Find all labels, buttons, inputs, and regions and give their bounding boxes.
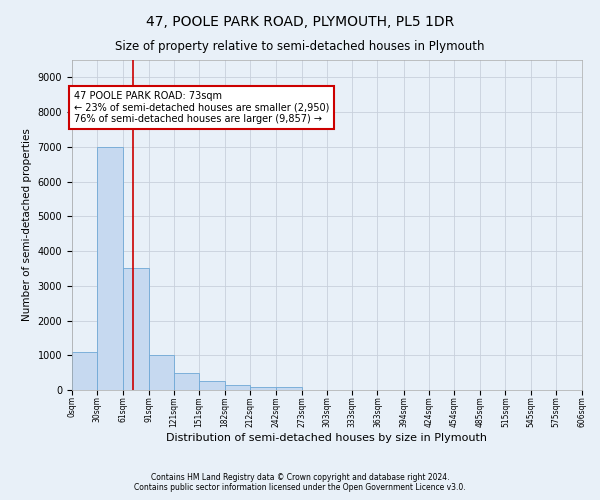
Text: Contains HM Land Registry data © Crown copyright and database right 2024.
Contai: Contains HM Land Registry data © Crown c… [134,473,466,492]
Bar [174,372,199,390]
Bar [250,386,275,390]
Text: 47 POOLE PARK ROAD: 73sqm
← 23% of semi-detached houses are smaller (2,950)
76% : 47 POOLE PARK ROAD: 73sqm ← 23% of semi-… [74,92,329,124]
Bar [124,268,149,390]
Text: 47, POOLE PARK ROAD, PLYMOUTH, PL5 1DR: 47, POOLE PARK ROAD, PLYMOUTH, PL5 1DR [146,15,454,29]
Bar [199,382,225,390]
Y-axis label: Number of semi-detached properties: Number of semi-detached properties [22,128,32,322]
Bar [225,385,250,390]
Bar [97,147,124,390]
X-axis label: Distribution of semi-detached houses by size in Plymouth: Distribution of semi-detached houses by … [167,432,487,442]
Text: Size of property relative to semi-detached houses in Plymouth: Size of property relative to semi-detach… [115,40,485,53]
Bar [275,386,302,390]
Bar [72,352,97,390]
Bar [149,356,174,390]
